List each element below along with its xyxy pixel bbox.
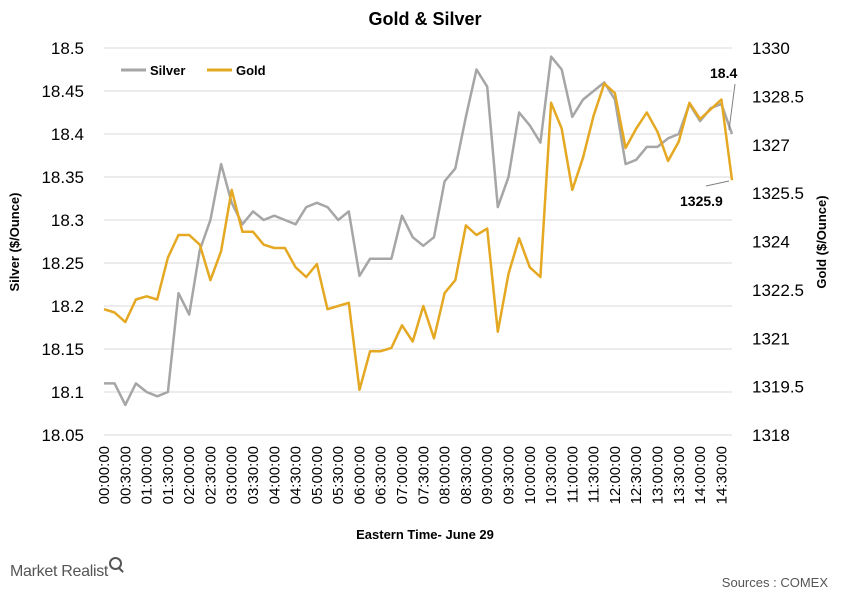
right-axis-label: Gold ($/Ounce) xyxy=(814,195,829,288)
source-note: Sources : COMEX xyxy=(721,575,828,590)
right-tick-label: 1324 xyxy=(752,233,790,252)
left-tick-label: 18.4 xyxy=(51,125,84,144)
magnifier-icon xyxy=(109,557,123,570)
x-tick-label: 12:30:00 xyxy=(628,446,645,504)
x-tick-label: 03:30:00 xyxy=(245,446,262,504)
x-tick-label: 14:00:00 xyxy=(692,446,709,504)
left-tick-label: 18.15 xyxy=(41,340,84,359)
annotation-gold-last: 1325.9 xyxy=(680,193,723,209)
x-tick-label: 03:00:00 xyxy=(224,446,241,504)
x-tick-label: 13:00:00 xyxy=(649,446,666,504)
x-tick-label: 01:00:00 xyxy=(139,446,156,504)
brand-logo: Market Realist xyxy=(10,557,123,581)
legend-silver-label: Silver xyxy=(150,63,185,78)
annotations: 18.4 1325.9 xyxy=(680,65,737,209)
x-tick-label: 07:00:00 xyxy=(394,446,411,504)
x-axis-ticks: 00:00:00 00:30:00 01:00:00 01:30:00 02:00:00… xyxy=(96,446,730,504)
x-tick-label: 09:30:00 xyxy=(500,446,517,504)
right-axis-ticks: 1330 1328.5 1327 1325.5 1324 1322.5 1321 1319.5… xyxy=(752,39,804,445)
x-tick-label: 05:00:00 xyxy=(309,446,326,504)
x-tick-label: 00:00:00 xyxy=(96,446,113,504)
x-tick-label: 10:00:00 xyxy=(522,446,539,504)
left-tick-label: 18.35 xyxy=(41,168,84,187)
annotation-gold-leader xyxy=(705,180,730,187)
x-tick-label: 11:30:00 xyxy=(586,446,603,503)
chart-title: Gold & Silver xyxy=(368,9,481,29)
right-tick-label: 1325.5 xyxy=(752,184,804,203)
right-tick-label: 1322.5 xyxy=(752,281,804,300)
series-lines xyxy=(103,55,734,407)
x-tick-label: 06:00:00 xyxy=(351,446,368,504)
silver-line xyxy=(104,55,734,407)
annotation-silver-last: 18.4 xyxy=(710,65,737,81)
right-tick-label: 1319.5 xyxy=(752,378,804,397)
x-tick-label: 07:30:00 xyxy=(415,446,432,504)
x-tick-label: 11:00:00 xyxy=(564,446,581,503)
x-tick-label: 12:00:00 xyxy=(607,446,624,504)
right-tick-label: 1321 xyxy=(752,329,790,348)
left-tick-label: 18.05 xyxy=(41,426,84,445)
x-tick-label: 13:30:00 xyxy=(671,446,688,504)
x-tick-label: 08:30:00 xyxy=(458,446,475,504)
legend: Silver Gold xyxy=(121,63,266,78)
left-tick-label: 18.3 xyxy=(51,211,84,230)
right-tick-label: 1318 xyxy=(752,426,790,445)
x-axis-label: Eastern Time- June 29 xyxy=(356,527,494,542)
left-tick-label: 18.2 xyxy=(51,297,84,316)
left-axis-ticks: 18.5 18.45 18.4 18.35 18.3 18.25 18.2 18.15 18.1… xyxy=(41,39,84,445)
right-tick-label: 1328.5 xyxy=(752,87,804,106)
brand-text: Market Realist xyxy=(10,563,109,580)
x-tick-label: 02:00:00 xyxy=(181,446,198,504)
x-tick-label: 14:30:00 xyxy=(713,446,730,504)
left-tick-label: 18.1 xyxy=(51,383,84,402)
grid-lines xyxy=(104,47,732,436)
right-tick-label: 1327 xyxy=(752,136,790,155)
x-tick-label: 04:00:00 xyxy=(266,446,283,504)
right-tick-label: 1330 xyxy=(752,39,790,58)
left-tick-label: 18.45 xyxy=(41,82,84,101)
x-tick-label: 09:00:00 xyxy=(479,446,496,504)
x-tick-label: 02:30:00 xyxy=(202,446,219,504)
x-tick-label: 04:30:00 xyxy=(288,446,305,504)
gold-line xyxy=(103,82,734,392)
annotation-silver-leader xyxy=(728,83,736,131)
x-tick-label: 10:30:00 xyxy=(543,446,560,504)
x-tick-label: 06:30:00 xyxy=(373,446,390,504)
x-tick-label: 05:30:00 xyxy=(330,446,347,504)
x-tick-label: 08:00:00 xyxy=(437,446,454,504)
x-tick-label: 00:30:00 xyxy=(117,446,134,504)
left-tick-label: 18.5 xyxy=(51,39,84,58)
legend-gold-label: Gold xyxy=(236,63,266,78)
left-tick-label: 18.25 xyxy=(41,254,84,273)
left-axis-label: Silver ($/Ounce) xyxy=(7,193,22,292)
x-tick-label: 01:30:00 xyxy=(160,446,177,504)
